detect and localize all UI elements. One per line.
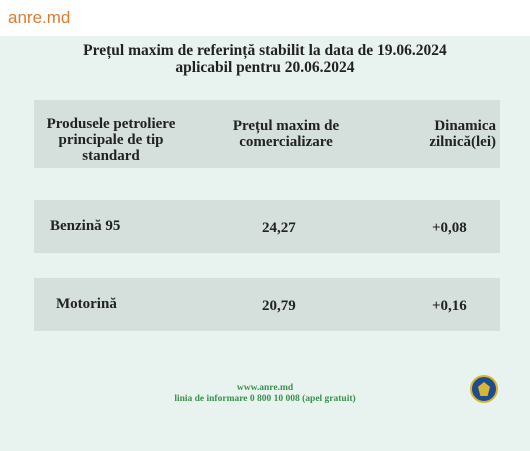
notice-title-line2: aplicabil pentru 20.06.2024 bbox=[175, 59, 355, 76]
notice-title-line1: Prețul maxim de referință stabilit la da… bbox=[83, 42, 447, 59]
table-header-row: Produsele petroliere principale de tip s… bbox=[34, 100, 500, 168]
anre-emblem-icon bbox=[470, 375, 498, 403]
column-header-products: Produsele petroliere principale de tip s… bbox=[46, 116, 176, 164]
table-row: Motorină 20,79 +0,16 bbox=[34, 278, 500, 331]
footer-hotline: linia de informare 0 800 10 008 (apel gr… bbox=[174, 394, 356, 404]
product-price: 20,79 bbox=[262, 298, 296, 314]
product-daily-change: +0,16 bbox=[432, 298, 467, 314]
product-name: Benzină 95 bbox=[50, 218, 121, 234]
product-daily-change: +0,08 bbox=[432, 220, 467, 236]
notice-footer: www.anre.md linia de informare 0 800 10 … bbox=[0, 383, 530, 405]
table-row: Benzină 95 24,27 +0,08 bbox=[34, 200, 500, 253]
notice-title: Prețul maxim de referință stabilit la da… bbox=[0, 42, 530, 76]
column-header-daily-change: Dinamica zilnică(lei) bbox=[429, 118, 496, 150]
emblem-shield-icon bbox=[478, 382, 490, 396]
product-name: Motorină bbox=[56, 296, 117, 312]
column-header-max-price: Prețul maxim de comercializare bbox=[232, 118, 340, 150]
product-price: 24,27 bbox=[262, 220, 296, 236]
site-header: anre.md bbox=[0, 0, 530, 36]
footer-website: www.anre.md bbox=[236, 383, 294, 393]
site-brand-link[interactable]: anre.md bbox=[8, 8, 71, 27]
